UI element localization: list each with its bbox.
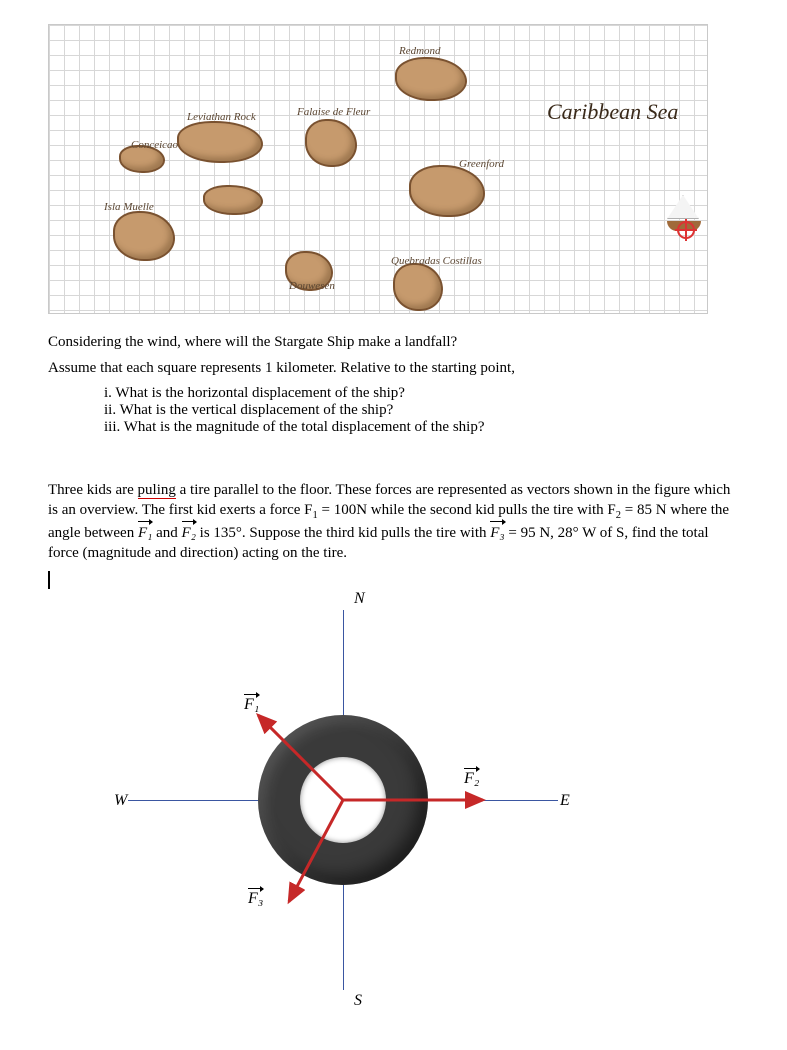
label-w: W [114, 792, 127, 810]
q2-a: Three kids are [48, 482, 138, 498]
q1-sublist: i. What is the horizontal displacement o… [104, 385, 739, 436]
roman-ii: ii. [104, 402, 116, 418]
q1-item-i: i. What is the horizontal displacement o… [104, 385, 739, 402]
q2-c: = 100N while the second kid pulls the ti… [318, 502, 616, 518]
map-label-conceicao: Conceicao [131, 139, 178, 151]
island-redmond [395, 57, 467, 101]
label-f2: F₂ [464, 770, 479, 788]
roman-iii: iii. [104, 419, 120, 435]
label-s: S [354, 992, 362, 1010]
q1-i-text: What is the horizontal displacement of t… [115, 385, 405, 401]
map-label-greenford: Greenford [459, 158, 504, 170]
q1-item-ii: ii. What is the vertical displacement of… [104, 402, 739, 419]
map-label-falaise: Falaise de Fleur [297, 106, 370, 118]
force-F1 [258, 716, 343, 801]
map-label-quebradas: Quebradas Costillas [391, 255, 482, 267]
force-diagram: N S E W F₁ F₂ F₃ [108, 590, 578, 1010]
q1-ii-text: What is the vertical displacement of the… [120, 402, 394, 418]
label-f3: F₃ [248, 890, 263, 908]
force-F3 [289, 800, 343, 902]
map-label-douwesen: Douwesen [289, 280, 335, 292]
q2-and: and [152, 525, 181, 541]
text-cursor-icon [48, 571, 50, 589]
vec-f2: F₂ [182, 523, 196, 543]
target-icon [677, 221, 695, 239]
q1-iii-text: What is the magnitude of the total displ… [124, 419, 485, 435]
page: Caribbean Sea Redmond Falaise de Fleur Lev… [0, 0, 787, 1050]
caribbean-map: Caribbean Sea Redmond Falaise de Fleur Lev… [48, 24, 708, 314]
map-label-redmond: Redmond [399, 45, 441, 57]
label-f1: F₁ [244, 696, 259, 714]
q2-paragraph: Three kids are puling a tire parallel to… [48, 480, 739, 564]
map-title: Caribbean Sea [547, 99, 678, 125]
map-label-leviathan: Leviathan Rock [187, 111, 256, 123]
roman-i: i. [104, 385, 112, 401]
q1-prompt: Considering the wind, where will the Sta… [48, 332, 739, 352]
q1-assumption: Assume that each square represents 1 kil… [48, 358, 739, 378]
island-leviathan [177, 121, 263, 163]
vec-f1: F₁ [138, 523, 152, 543]
q2-e: is 135°. Suppose the third kid pulls the… [196, 525, 490, 541]
label-e: E [560, 792, 570, 810]
force-vectors [108, 590, 578, 1010]
island-kraken [203, 185, 263, 215]
q1-item-iii: iii. What is the magnitude of the total … [104, 419, 739, 436]
vec-f3: F₃ [490, 523, 504, 543]
map-label-isla: Isla Muelle [104, 201, 154, 213]
q2-puling: puling [138, 482, 176, 499]
label-n: N [354, 590, 365, 608]
